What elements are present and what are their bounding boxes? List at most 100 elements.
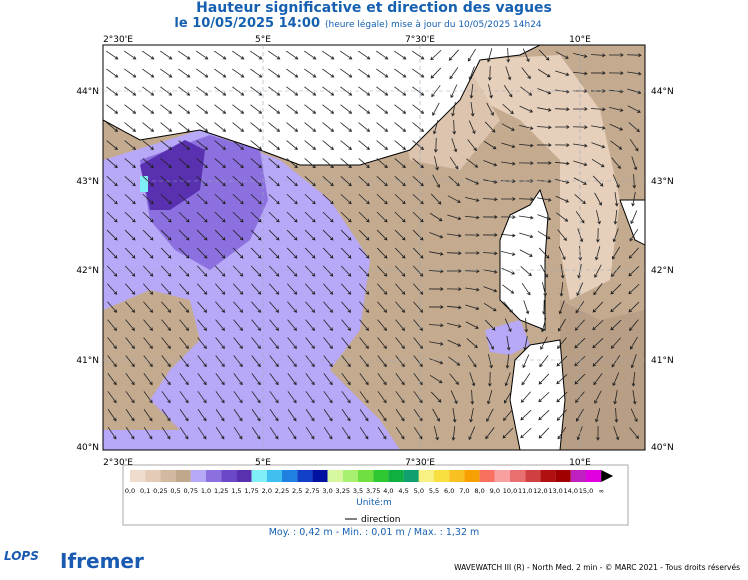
legend-swatch (586, 470, 602, 482)
legend-label: 1,25 (214, 487, 228, 495)
lat-label: 44°N (76, 87, 99, 97)
legend-swatch (570, 470, 586, 482)
lon-label: 10°E (569, 458, 591, 468)
land (103, 45, 541, 166)
legend-label: 0,75 (184, 487, 198, 495)
legend-swatch (479, 470, 495, 482)
legend-swatch (282, 470, 298, 482)
legend-swatch (266, 470, 282, 482)
sardinia (509, 339, 566, 450)
legend-label: 1,75 (244, 487, 258, 495)
legend-swatch (555, 470, 571, 482)
legend-swatch (206, 470, 222, 482)
legend-label: 4,5 (398, 487, 408, 495)
lops-logo: LOPS (4, 549, 39, 563)
ifremer-logo: Ifremer (60, 549, 144, 573)
legend-swatch (388, 470, 404, 482)
legend-swatch (434, 470, 450, 482)
lat-label: 41°N (651, 356, 674, 366)
legend-swatch (449, 470, 465, 482)
map-frame (102, 44, 646, 451)
legend-label: 15,0 (579, 487, 593, 495)
legend-label: 9,0 (490, 487, 500, 495)
legend-label: 1,5 (231, 487, 241, 495)
lat-label: 43°N (651, 177, 674, 187)
lat-label: 40°N (651, 443, 674, 453)
legend-label: 8,0 (474, 487, 484, 495)
legend: 0,0 0,1 0,25 0,5 0,75 1,0 1,25 1,5 1,75 2,0 2,25 2,… (122, 464, 629, 526)
lon-label: 5°E (255, 458, 271, 468)
legend-swatch (540, 470, 556, 482)
legend-swatch (145, 470, 161, 482)
dark-zone (560, 300, 645, 450)
legend-swatch (221, 470, 237, 482)
lon-label: 7°30'E (405, 35, 435, 45)
legend-swatch (190, 470, 206, 482)
lat-label: 42°N (651, 266, 674, 276)
legend-label: 5,0 (414, 487, 424, 495)
legend-label: 4,0 (383, 487, 393, 495)
legend-swatch (510, 470, 526, 482)
footer: WAVEWATCH III (R) - North Med. 2 min - ©… (454, 563, 740, 572)
legend-swatch (418, 470, 434, 482)
legend-label: 3,5 (353, 487, 363, 495)
legend-label: 2,25 (275, 487, 289, 495)
cyan-zone (140, 176, 148, 192)
legend-label: 14,0 (564, 487, 578, 495)
legend-label: 0,0 (125, 487, 135, 495)
legend-swatch (464, 470, 480, 482)
lat-label: 40°N (76, 443, 99, 453)
legend-label: 7,0 (459, 487, 469, 495)
lon-label: 5°E (255, 35, 271, 45)
legend-arrow (601, 470, 614, 482)
legend-swatch (160, 470, 176, 482)
lon-label: 7°30'E (405, 458, 435, 468)
title: Hauteur significative et direction des v… (196, 0, 552, 16)
legend-label: 0,25 (153, 487, 167, 495)
legend-swatch (373, 470, 389, 482)
lat-label: 42°N (76, 266, 99, 276)
legend-label: ∞ (598, 487, 603, 495)
legend-label: 10,0 (503, 487, 517, 495)
legend-swatch (342, 470, 358, 482)
legend-label: 6,0 (444, 487, 454, 495)
legend-label: 3,0 (322, 487, 332, 495)
date: le 10/05/2025 14:00 (174, 16, 320, 31)
legend-swatch (175, 470, 191, 482)
direction-label: direction (361, 515, 400, 525)
legend-label: 1,0 (201, 487, 211, 495)
legend-swatch (312, 470, 328, 482)
legend-swatch (494, 470, 510, 482)
legend-label: 11,0 (518, 487, 532, 495)
legend-unit: Unité:m (356, 497, 392, 508)
legend-swatch (297, 470, 313, 482)
legend-swatch (403, 470, 419, 482)
lon-label: 10°E (569, 35, 591, 45)
legend-label: 2,0 (262, 487, 272, 495)
legend-label: 2,5 (292, 487, 302, 495)
legend-label: 12,0 (533, 487, 547, 495)
legend-swatch (251, 470, 267, 482)
lat-label: 44°N (651, 87, 674, 97)
legend-label: 2,75 (305, 487, 319, 495)
lon-label: 2°30'E (103, 458, 133, 468)
legend-swatch (358, 470, 374, 482)
legend-label: 13,0 (548, 487, 562, 495)
lat-label: 43°N (76, 177, 99, 187)
legend-swatch (525, 470, 541, 482)
legend-swatch (327, 470, 343, 482)
sea (103, 290, 200, 430)
legend-label: 0,1 (140, 487, 150, 495)
legend-swatch (236, 470, 252, 482)
stats: Moy. : 0,42 m - Min. : 0,01 m / Max. : 1… (269, 527, 480, 538)
map (102, 44, 646, 451)
legend-swatch (130, 470, 146, 482)
purple-zone (140, 140, 205, 210)
lat-label: 41°N (76, 356, 99, 366)
light-zone (400, 70, 500, 170)
legend-label: 3,25 (336, 487, 350, 495)
legend-label: 3,75 (366, 487, 380, 495)
legend-label: 0,5 (170, 487, 180, 495)
legend-label: 5,5 (429, 487, 439, 495)
